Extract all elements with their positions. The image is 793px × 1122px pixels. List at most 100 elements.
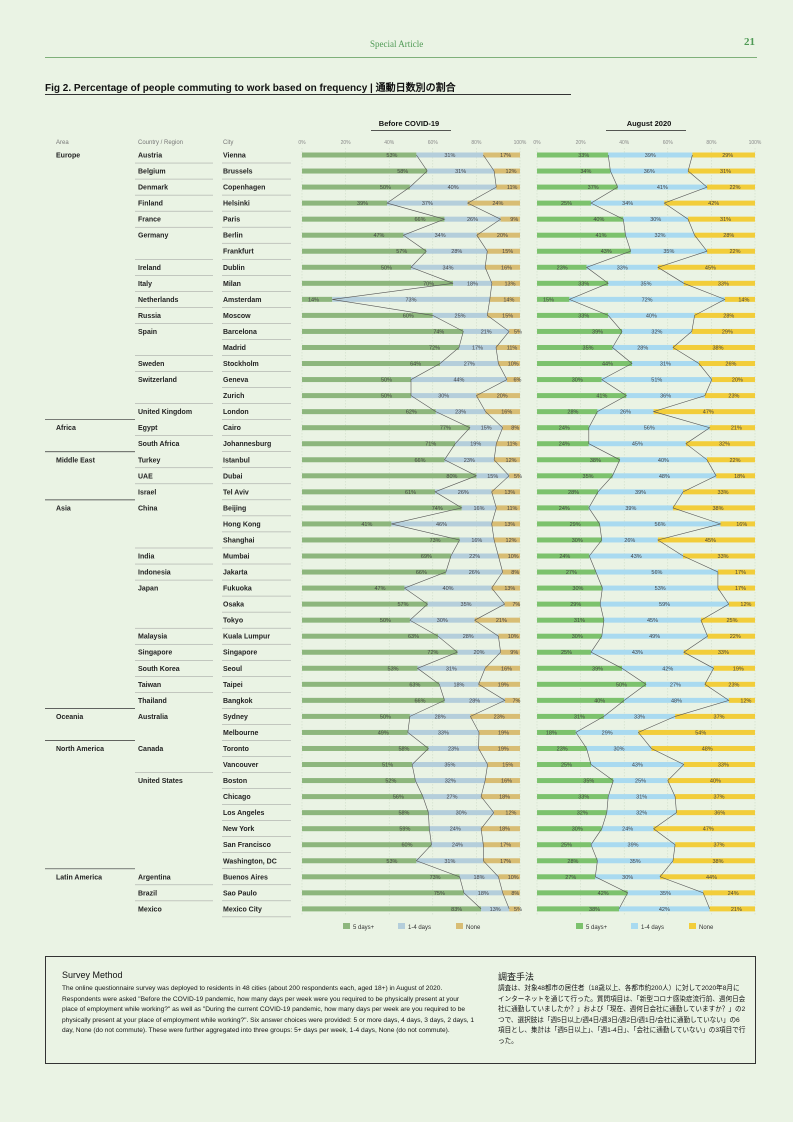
bar-before-1-4-days (459, 537, 495, 543)
data-label-before: 50% (380, 185, 391, 191)
area-label: Africa (56, 425, 76, 432)
bar-before-none (483, 858, 520, 864)
data-label-after: 33% (578, 313, 589, 319)
data-label-after: 24% (559, 442, 570, 448)
country-label: Spain (138, 329, 157, 336)
bar-before-1-4-days (387, 200, 468, 206)
data-label-after: 33% (718, 281, 729, 287)
bar-after-5-days- (537, 312, 609, 318)
bar-before-none (470, 713, 520, 719)
bar-before-1-4-days (426, 248, 488, 254)
data-label-after: 33% (718, 554, 729, 560)
bar-before-none (491, 280, 520, 286)
data-label-after: 53% (655, 586, 666, 592)
bar-after-none (688, 216, 755, 222)
bar-after-none (707, 248, 755, 254)
data-label-before: 12% (506, 538, 517, 544)
bar-before-none (483, 152, 520, 158)
bar-before-5-days- (302, 280, 454, 286)
data-label-before: 11% (507, 345, 518, 351)
data-label-after: 39% (625, 506, 636, 512)
data-label-after: 34% (580, 169, 591, 175)
data-label-before: 16% (501, 410, 512, 416)
bar-before-none (476, 393, 520, 399)
bar-before-5-days- (302, 794, 423, 800)
bar-after-5-days- (537, 280, 609, 286)
bar-after-none (672, 344, 755, 350)
data-label-before: 74% (433, 329, 444, 335)
bar-after-1-4-days (613, 778, 668, 784)
bar-before-5-days- (302, 778, 416, 784)
country-label: Russia (138, 313, 161, 320)
boundary-line-before (467, 154, 510, 910)
bar-before-none (478, 745, 520, 751)
data-label-after: 25% (561, 650, 572, 656)
data-label-after: 39% (635, 490, 646, 496)
bar-before-5-days- (302, 361, 441, 367)
data-label-after: 30% (650, 217, 661, 223)
bar-after-1-4-days (624, 697, 729, 703)
bar-before-5-days- (302, 633, 438, 639)
bar-before-1-4-days (469, 425, 503, 431)
data-label-before: 56% (393, 795, 404, 801)
bar-after-5-days- (537, 377, 602, 383)
bar-after-none (675, 794, 755, 800)
bar-after-1-4-days (623, 216, 689, 222)
data-label-after: 38% (589, 907, 600, 913)
city-label: Washington, DC (223, 858, 277, 865)
bar-after-5-days- (537, 537, 602, 543)
data-label-before: 63% (409, 682, 420, 688)
data-label-after: 56% (651, 570, 662, 576)
data-label-before: 31% (446, 666, 457, 672)
city-label: Paris (223, 217, 240, 224)
data-label-after: 24% (559, 426, 570, 432)
bar-after-5-days- (537, 729, 576, 735)
bar-after-1-4-days (588, 425, 710, 431)
data-label-before: 10% (508, 634, 519, 640)
bar-before-none (489, 296, 520, 302)
data-label-before: 30% (438, 394, 449, 400)
city-label: Toronto (223, 746, 249, 753)
bar-after-5-days- (537, 713, 604, 719)
city-label: Los Angeles (223, 810, 264, 817)
data-label-before: 27% (464, 362, 475, 368)
bar-after-1-4-days (631, 361, 699, 367)
bar-before-none (478, 729, 520, 735)
data-label-after: 14% (738, 297, 749, 303)
data-label-after: 31% (660, 362, 671, 368)
bar-after-none (692, 152, 755, 158)
country-label: Finland (138, 201, 163, 208)
data-label-after: 18% (734, 474, 745, 480)
bar-before-1-4-days (411, 393, 477, 399)
x-tick-label-after: 0% (533, 140, 541, 146)
bar-before-5-days- (302, 473, 477, 479)
bar-before-1-4-days (432, 312, 488, 318)
bar-before-1-4-days (428, 745, 479, 751)
bar-after-5-days- (537, 778, 614, 784)
data-label-after: 40% (710, 779, 721, 785)
city-label: Sydney (223, 714, 248, 721)
data-label-after: 42% (662, 666, 673, 672)
data-label-before: 63% (408, 634, 419, 640)
bar-before-none (485, 409, 520, 415)
bar-before-none (502, 569, 520, 575)
bar-before-5-days- (302, 344, 459, 350)
data-label-after: 31% (636, 795, 647, 801)
legend-swatch-after (689, 923, 696, 929)
country-label: Brazil (138, 890, 157, 897)
data-label-before: 12% (506, 169, 517, 175)
column-header-city: City (223, 140, 233, 146)
bar-after-1-4-days (586, 264, 658, 270)
bar-before-5-days- (302, 457, 445, 463)
data-label-after: 26% (620, 410, 631, 416)
data-label-before: 18% (499, 827, 510, 833)
data-label-before: 11% (507, 506, 518, 512)
bar-before-none (485, 665, 520, 671)
data-label-after: 35% (583, 779, 594, 785)
bar-before-5-days- (302, 553, 451, 559)
data-label-before: 10% (508, 554, 519, 560)
data-label-after: 42% (708, 201, 719, 207)
page-number: 21 (744, 36, 755, 48)
section-label: Special Article (370, 39, 424, 49)
bar-after-5-days- (537, 152, 609, 158)
